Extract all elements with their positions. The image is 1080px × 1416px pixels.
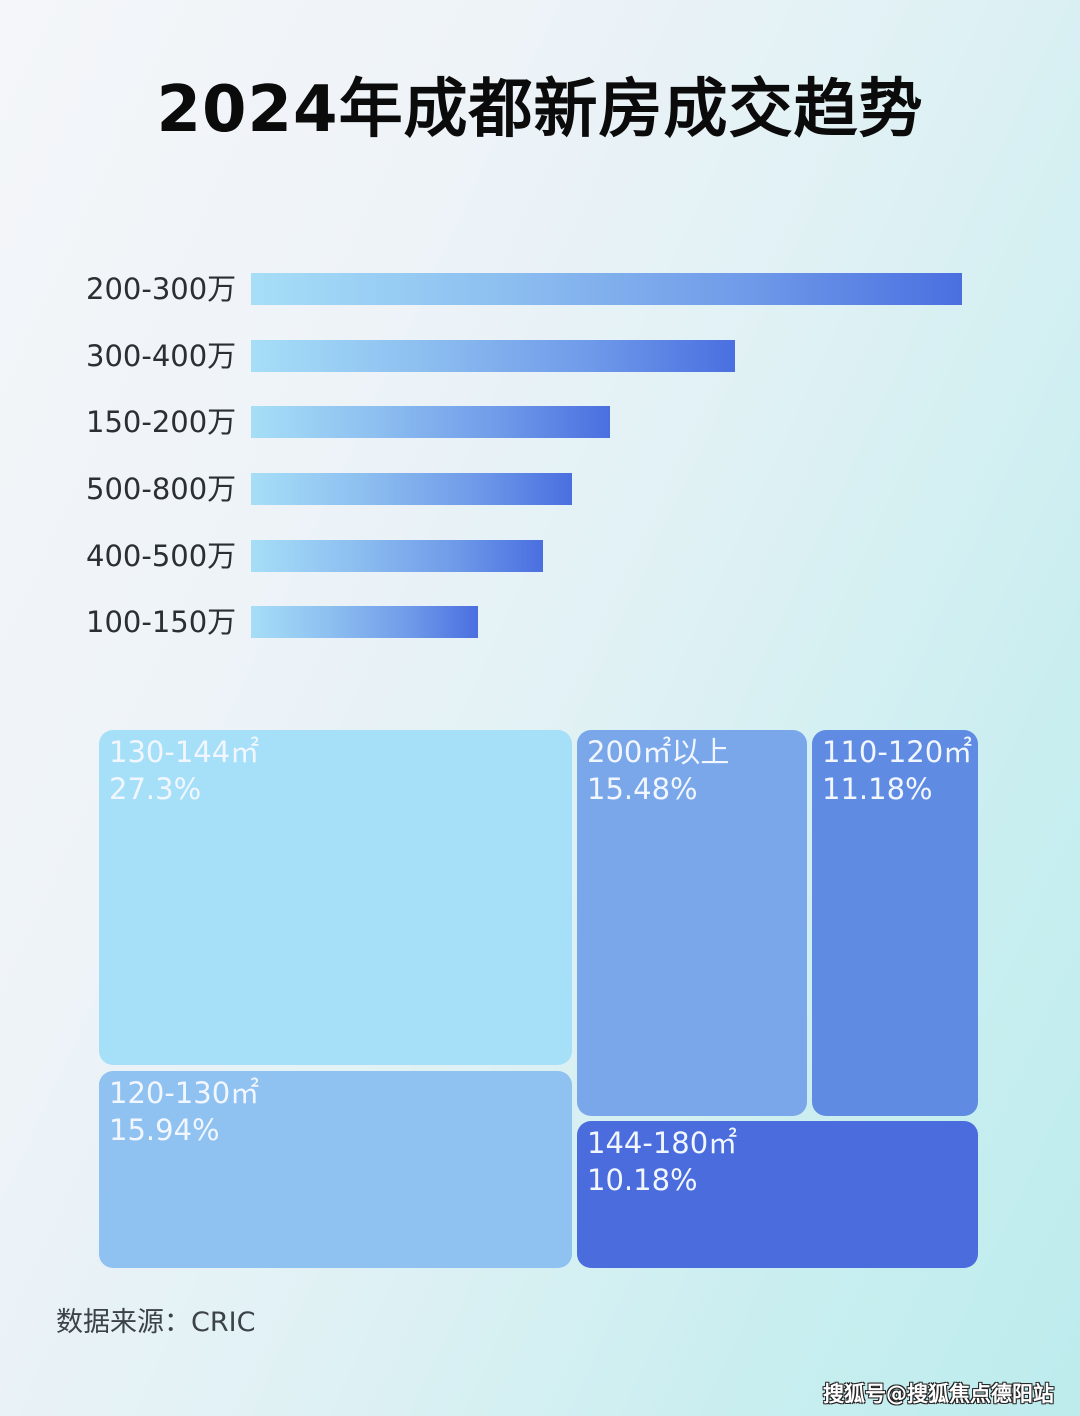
bar [251,273,962,305]
chart-title: 2024年成都新房成交趋势 [156,73,924,147]
treemap-cell-110-120: 110-120㎡ 11.18% [812,730,978,1116]
data-source: 数据来源：CRIC [56,1307,256,1338]
treemap-cell-percent: 27.3% [109,772,202,806]
bar-label: 500-800万 [86,472,237,506]
treemap-cell-120-130: 120-130㎡ 15.94% [99,1071,572,1268]
bar [251,540,543,572]
bar [251,606,478,638]
treemap-cell-label: 130-144㎡ [109,735,260,769]
bar-label: 400-500万 [86,539,237,573]
bar-row: 150-200万 [0,402,1080,442]
treemap-cell-percent: 11.18% [822,772,933,806]
treemap-cell-label: 144-180㎡ [587,1126,738,1160]
bar-row: 500-800万 [0,469,1080,509]
bar [251,406,610,438]
bar-label: 200-300万 [86,272,237,306]
bar-row: 100-150万 [0,602,1080,642]
treemap-cell-200-plus: 200㎡以上 15.48% [577,730,807,1116]
watermark: 搜狐号@搜狐焦点德阳站 [823,1382,1054,1406]
bar [251,473,572,505]
treemap-cell-label: 110-120㎡ [822,735,973,769]
bar-row: 200-300万 [0,269,1080,309]
treemap-cell-144-180: 144-180㎡ 10.18% [577,1121,978,1268]
bar-row: 400-500万 [0,536,1080,576]
treemap-cell-130-144: 130-144㎡ 27.3% [99,730,572,1065]
treemap-cell-percent: 10.18% [587,1163,698,1197]
treemap-cell-percent: 15.48% [587,772,698,806]
treemap-cell-percent: 15.94% [109,1113,220,1147]
treemap-cell-label: 200㎡以上 [587,735,730,769]
bar-label: 150-200万 [86,405,237,439]
bar-row: 300-400万 [0,336,1080,376]
bar [251,340,735,372]
treemap-cell-label: 120-130㎡ [109,1076,260,1110]
bar-label: 300-400万 [86,339,237,373]
bar-label: 100-150万 [86,605,237,639]
